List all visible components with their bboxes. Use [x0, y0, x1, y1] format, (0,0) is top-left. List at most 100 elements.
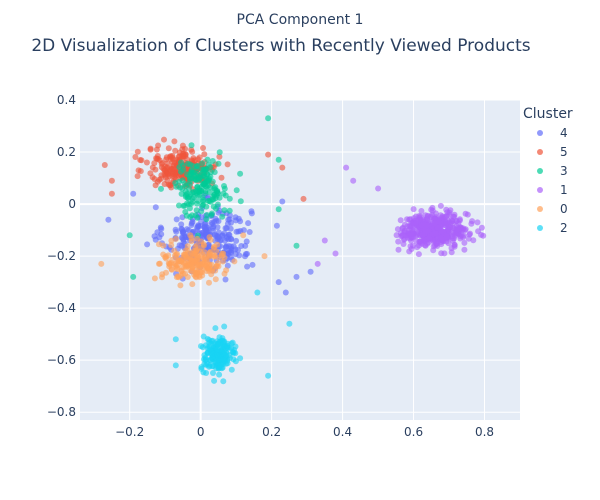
data-point[interactable] — [375, 185, 382, 192]
data-point[interactable] — [205, 182, 211, 189]
plot-background[interactable] — [80, 100, 520, 420]
data-point[interactable] — [149, 164, 156, 171]
data-point[interactable] — [265, 115, 272, 122]
data-point[interactable] — [156, 157, 163, 164]
data-point[interactable] — [169, 154, 176, 161]
data-point[interactable] — [162, 254, 169, 261]
data-point[interactable] — [226, 216, 233, 223]
data-point[interactable] — [246, 229, 253, 235]
data-point[interactable] — [227, 355, 234, 361]
data-point[interactable] — [179, 264, 186, 271]
data-point[interactable] — [399, 232, 406, 239]
data-point[interactable] — [395, 238, 402, 245]
data-point[interactable] — [185, 227, 192, 234]
data-point[interactable] — [214, 201, 221, 208]
legend-item-1[interactable]: 1 — [537, 183, 568, 197]
data-point[interactable] — [199, 166, 206, 173]
data-point[interactable] — [457, 233, 464, 240]
data-point[interactable] — [438, 234, 445, 241]
data-point[interactable] — [152, 204, 159, 211]
data-point[interactable] — [293, 273, 300, 280]
data-point[interactable] — [165, 145, 172, 152]
data-point[interactable] — [217, 364, 224, 371]
data-point[interactable] — [221, 323, 228, 330]
data-point[interactable] — [158, 185, 164, 192]
data-point[interactable] — [98, 260, 105, 267]
data-point[interactable] — [173, 183, 180, 190]
data-point[interactable] — [210, 223, 217, 230]
data-point[interactable] — [159, 274, 165, 281]
data-point[interactable] — [449, 217, 456, 224]
data-point[interactable] — [155, 142, 162, 149]
data-point[interactable] — [178, 168, 184, 175]
data-point[interactable] — [196, 192, 203, 199]
data-point[interactable] — [227, 254, 234, 261]
data-point[interactable] — [219, 258, 226, 265]
data-point[interactable] — [209, 196, 216, 203]
data-point[interactable] — [205, 161, 212, 168]
data-point[interactable] — [394, 226, 401, 233]
data-point[interactable] — [218, 174, 225, 181]
data-point[interactable] — [478, 231, 485, 238]
data-point[interactable] — [204, 156, 211, 163]
data-point[interactable] — [209, 178, 216, 185]
data-point[interactable] — [220, 378, 227, 385]
data-point[interactable] — [314, 260, 321, 267]
data-point[interactable] — [307, 268, 314, 275]
data-point[interactable] — [210, 244, 217, 251]
data-point[interactable] — [228, 249, 235, 256]
data-point[interactable] — [221, 343, 228, 350]
data-point[interactable] — [156, 260, 163, 267]
data-point[interactable] — [209, 158, 216, 164]
data-point[interactable] — [216, 194, 223, 201]
data-point[interactable] — [168, 242, 175, 249]
data-point[interactable] — [464, 211, 471, 218]
data-point[interactable] — [428, 206, 435, 213]
data-point[interactable] — [171, 138, 178, 145]
data-point[interactable] — [238, 243, 245, 249]
data-point[interactable] — [173, 228, 180, 235]
data-point[interactable] — [243, 238, 250, 245]
data-point[interactable] — [184, 274, 191, 280]
data-point[interactable] — [185, 250, 192, 257]
data-point[interactable] — [179, 229, 186, 236]
data-point[interactable] — [193, 247, 200, 254]
data-point[interactable] — [448, 245, 455, 252]
data-point[interactable] — [240, 232, 247, 239]
data-point[interactable] — [221, 237, 228, 244]
data-point[interactable] — [397, 217, 404, 224]
data-point[interactable] — [432, 210, 439, 217]
data-point[interactable] — [216, 149, 223, 156]
data-point[interactable] — [164, 164, 171, 171]
data-point[interactable] — [214, 338, 221, 345]
data-point[interactable] — [216, 371, 223, 378]
data-point[interactable] — [434, 239, 441, 246]
data-point[interactable] — [195, 263, 202, 270]
data-point[interactable] — [177, 282, 184, 289]
data-point[interactable] — [171, 174, 178, 181]
legend-item-3[interactable]: 3 — [537, 164, 568, 178]
data-point[interactable] — [273, 222, 280, 229]
data-point[interactable] — [174, 266, 181, 273]
data-point[interactable] — [469, 218, 476, 225]
data-point[interactable] — [451, 211, 458, 218]
data-point[interactable] — [196, 154, 203, 161]
legend-item-0[interactable]: 0 — [537, 202, 568, 216]
data-point[interactable] — [180, 202, 187, 209]
data-point[interactable] — [221, 357, 228, 364]
data-point[interactable] — [147, 146, 154, 153]
data-point[interactable] — [198, 238, 205, 245]
data-point[interactable] — [237, 355, 244, 362]
data-point[interactable] — [212, 276, 219, 283]
data-point[interactable] — [221, 183, 227, 189]
data-point[interactable] — [414, 244, 421, 251]
data-point[interactable] — [219, 232, 226, 239]
data-point[interactable] — [198, 218, 205, 225]
data-point[interactable] — [233, 237, 240, 244]
data-point[interactable] — [219, 213, 226, 220]
data-point[interactable] — [198, 343, 204, 350]
data-point[interactable] — [214, 188, 221, 194]
data-point[interactable] — [199, 160, 206, 167]
data-point[interactable] — [198, 208, 205, 215]
data-point[interactable] — [215, 218, 222, 225]
